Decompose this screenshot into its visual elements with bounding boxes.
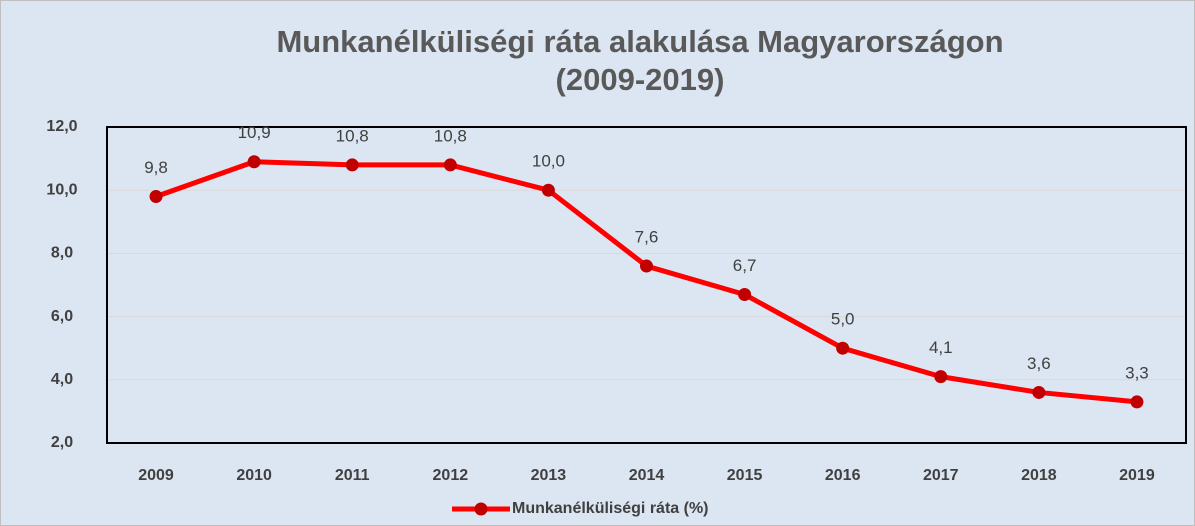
y-tick-label: 12,0 xyxy=(46,118,77,135)
legend-label: Munkanélküliségi ráta (%) xyxy=(512,500,709,517)
marker xyxy=(247,155,261,169)
legend-marker xyxy=(474,502,488,516)
x-tick-label: 2011 xyxy=(335,467,370,484)
chart-title: (2009-2019) xyxy=(556,62,725,97)
marker xyxy=(345,158,359,172)
x-tick-label: 2015 xyxy=(727,467,763,484)
marker xyxy=(1130,395,1144,409)
x-tick-label: 2010 xyxy=(236,467,272,484)
data-label: 3,6 xyxy=(1027,354,1051,373)
data-label: 6,7 xyxy=(733,256,757,275)
data-label: 9,8 xyxy=(144,158,168,177)
data-label: 3,3 xyxy=(1125,363,1149,382)
y-tick-label: 2,0 xyxy=(51,434,73,451)
y-tick-label: 6,0 xyxy=(51,308,73,325)
marker xyxy=(443,158,457,172)
x-tick-label: 2012 xyxy=(433,467,469,484)
marker xyxy=(541,183,555,197)
y-tick-label: 8,0 xyxy=(51,245,73,262)
x-tick-label: 2013 xyxy=(531,467,567,484)
marker xyxy=(738,287,752,301)
marker xyxy=(934,370,948,384)
marker xyxy=(640,259,653,273)
x-tick-label: 2018 xyxy=(1021,467,1057,484)
data-label: 10,9 xyxy=(238,123,271,142)
marker xyxy=(1032,385,1046,399)
marker xyxy=(149,190,163,204)
x-tick-label: 2019 xyxy=(1119,467,1155,484)
y-tick-label: 10,0 xyxy=(46,181,77,198)
x-tick-label: 2014 xyxy=(629,467,665,484)
data-label: 4,1 xyxy=(929,338,953,357)
data-label: 10,0 xyxy=(532,152,565,171)
x-tick-label: 2017 xyxy=(923,467,959,484)
x-tick-label: 2016 xyxy=(825,467,861,484)
data-label: 10,8 xyxy=(434,126,467,145)
plot-area xyxy=(106,126,1187,444)
chart-title: Munkanélküliségi ráta alakulása Magyaror… xyxy=(276,24,1003,59)
x-tick-label: 2009 xyxy=(138,467,174,484)
marker xyxy=(836,341,850,355)
data-label: 5,0 xyxy=(831,310,855,329)
y-tick-label: 4,0 xyxy=(51,371,73,388)
data-label: 7,6 xyxy=(635,228,659,247)
data-label: 10,8 xyxy=(336,126,369,145)
